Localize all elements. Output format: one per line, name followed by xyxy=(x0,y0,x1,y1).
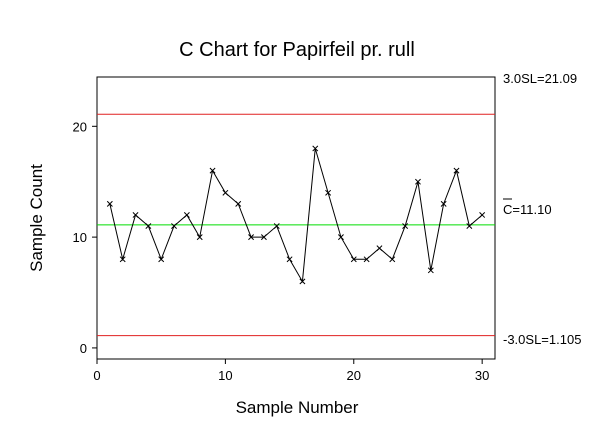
data-point-marker xyxy=(286,256,293,263)
center-line-label: C=11.10 xyxy=(503,202,552,217)
data-point-marker xyxy=(466,223,473,229)
ucl-label: 3.0SL=21.09 xyxy=(503,71,577,86)
data-point-marker xyxy=(440,200,447,207)
x-tick-label: 30 xyxy=(475,368,489,383)
data-point-marker xyxy=(235,200,242,207)
series-line xyxy=(109,148,483,284)
lcl-label: -3.0SL=1.105 xyxy=(503,332,581,347)
data-point-marker xyxy=(415,178,421,185)
data-point-marker xyxy=(363,256,370,263)
data-point-marker xyxy=(479,211,486,218)
data-point-marker xyxy=(337,234,344,241)
x-axis: 0 10 20 30 xyxy=(93,359,489,383)
data-point-marker xyxy=(325,189,332,196)
data-point-marker xyxy=(183,211,190,218)
x-tick-label: 20 xyxy=(347,368,361,383)
data-point-marker xyxy=(222,189,229,196)
data-point-marker xyxy=(350,256,357,263)
data-point-marker xyxy=(119,256,126,263)
data-point-marker xyxy=(158,256,165,263)
data-point-marker xyxy=(106,200,113,207)
data-point-marker xyxy=(132,211,139,218)
chart-title: C Chart for Papirfeil pr. rull xyxy=(179,39,415,61)
y-tick-label: 10 xyxy=(73,230,87,245)
x-axis-label: Sample Number xyxy=(236,398,359,417)
data-point-marker xyxy=(196,234,203,241)
control-limit-lines xyxy=(97,113,495,337)
y-tick-label: 0 xyxy=(80,341,87,356)
data-point-marker xyxy=(171,223,177,229)
plot-frame xyxy=(96,76,496,360)
data-point-marker xyxy=(402,223,409,229)
data-point-marker xyxy=(248,234,255,241)
data-point-marker xyxy=(389,256,396,263)
y-tick-label: 20 xyxy=(73,119,87,134)
data-point-marker xyxy=(427,267,434,274)
data-point-marker xyxy=(312,145,319,152)
data-point-marker xyxy=(376,245,383,252)
data-point-marker xyxy=(209,167,216,174)
center-line-symbol: C xyxy=(503,202,512,217)
x-tick-label: 0 xyxy=(93,368,100,383)
y-axis-label: Sample Count xyxy=(27,164,46,272)
data-point-marker xyxy=(273,223,280,229)
control-limit-labels: 3.0SL=21.09 C=11.10 -3.0SL=1.105 xyxy=(503,71,581,347)
data-point-marker xyxy=(299,278,306,285)
data-point-marker xyxy=(453,167,460,174)
data-point-marker xyxy=(260,234,267,241)
data-point-marker xyxy=(145,223,152,229)
center-line-value: =11.10 xyxy=(512,202,551,217)
data-series xyxy=(106,145,486,285)
x-tick-label: 10 xyxy=(218,368,232,383)
y-axis: 0 10 20 xyxy=(73,119,97,356)
